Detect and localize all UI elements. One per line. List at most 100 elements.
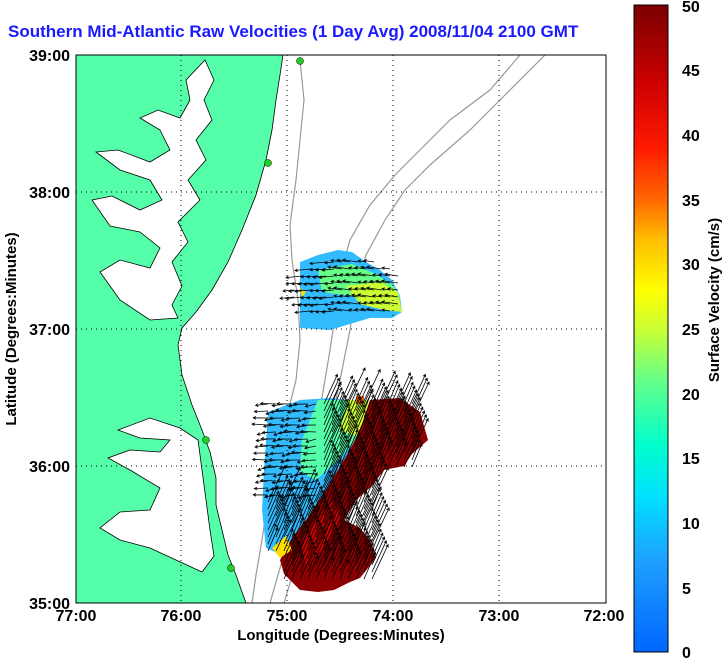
velocity-arrow [403,393,419,426]
velocity-arrow [276,402,293,406]
velocity-arrow [355,424,373,461]
velocity-arrow [357,272,375,277]
velocity-arrow [323,491,339,524]
velocity-arrow [339,558,349,580]
velocity-arrow [303,410,317,415]
velocity-arrow [318,296,335,301]
velocity-arrow [331,423,342,447]
velocity-arrow [275,474,289,503]
velocity-arrow [331,390,345,419]
velocity-arrow [342,300,359,305]
colorbar-tick-label: 40 [682,128,700,145]
velocity-arrow [336,300,351,305]
colorbar-tick-label: 45 [682,63,700,80]
velocity-arrow [339,492,355,524]
velocity-arrow [339,452,354,482]
velocity-arrow [381,308,391,312]
velocity-arrow [312,275,327,279]
velocity-arrow [381,266,391,270]
colorbar-tick-label: 0 [682,645,691,659]
velocity-arrow [333,294,343,298]
colorbar-ticks: 0 5 10 15 20 25 30 35 40 45 50 [682,0,700,659]
velocity-arrow [301,458,317,463]
velocity-arrow [297,303,311,307]
velocity-arrow [363,519,379,552]
velocity-arrow [259,401,277,406]
velocity-arrow [331,394,347,426]
velocity-arrow [411,414,427,447]
velocity-arrow [253,486,269,491]
velocity-arrow [323,520,335,545]
velocity-arrow [283,492,295,517]
velocity-arrow [284,458,301,462]
colorbar [633,4,669,653]
velocity-arrow [336,279,351,284]
colorbar-tick-label: 20 [682,387,700,404]
velocity-arrow [355,453,369,482]
velocity-arrow [347,480,365,517]
velocity-arrow [260,437,277,441]
velocity-arrow [395,375,413,412]
velocity-arrow [323,479,334,503]
velocity-arrow [363,438,378,468]
velocity-arrow [323,494,341,531]
velocity-arrow [267,494,282,524]
velocity-arrow [363,482,380,517]
colorbar-tick-label: 10 [682,516,700,533]
velocity-arrow [331,475,348,510]
velocity-arrow [347,506,359,531]
velocity-arrow [347,403,365,440]
velocity-arrow [307,522,322,552]
velocity-arrow [307,489,324,524]
velocity-arrow [283,540,299,573]
y-axis-label: Latitude (Degrees:Minutes) [3,232,20,425]
velocity-arrow [395,437,406,461]
velocity-arrow [379,436,391,461]
velocity-arrow [283,543,301,580]
velocity-arrow [355,527,367,552]
velocity-arrow [375,300,391,305]
velocity-arrow [339,415,355,447]
velocity-arrow [297,282,311,286]
velocity-arrow [371,536,386,566]
velocity-arrow [387,428,403,461]
velocity-arrow [283,499,299,531]
velocity-arrow [355,417,370,447]
velocity-arrow [379,395,390,419]
velocity-arrow [307,481,321,510]
velocity-arrow [267,490,280,517]
velocity-arrow [323,414,339,447]
velocity-arrow [371,415,383,440]
velocity-arrow [309,261,327,266]
colorbar-tick-label: 25 [682,322,700,339]
velocity-arrow [323,523,337,552]
velocity-arrow [379,407,395,440]
velocity-arrow [342,258,359,263]
velocity-arrow [355,542,374,580]
velocity-arrow [331,508,346,538]
velocity-arrow [371,426,388,461]
velocity-arrow [254,403,269,407]
velocity-arrow [411,443,423,468]
velocity-arrow [321,268,335,272]
velocity-arrow [371,495,385,524]
velocity-arrow [411,410,426,440]
velocity-arrow [347,546,360,573]
velocity-arrow [331,515,349,552]
velocity-arrow [351,272,367,277]
velocity-arrow [403,396,421,433]
velocity-arrow [339,496,356,531]
velocity-arrow [275,519,291,552]
velocity-arrow [403,381,414,405]
velocity-arrow [363,405,380,440]
velocity-arrow [331,544,345,573]
velocity-arrow [403,389,418,419]
velocity-arrow [307,514,318,538]
velocity-arrow [331,438,349,475]
velocity-arrow [323,535,342,573]
velocity-arrow [315,309,327,314]
velocity-arrow [252,493,269,497]
velocity-arrow [285,416,301,421]
velocity-arrow [331,387,343,412]
velocity-arrow [347,388,358,412]
